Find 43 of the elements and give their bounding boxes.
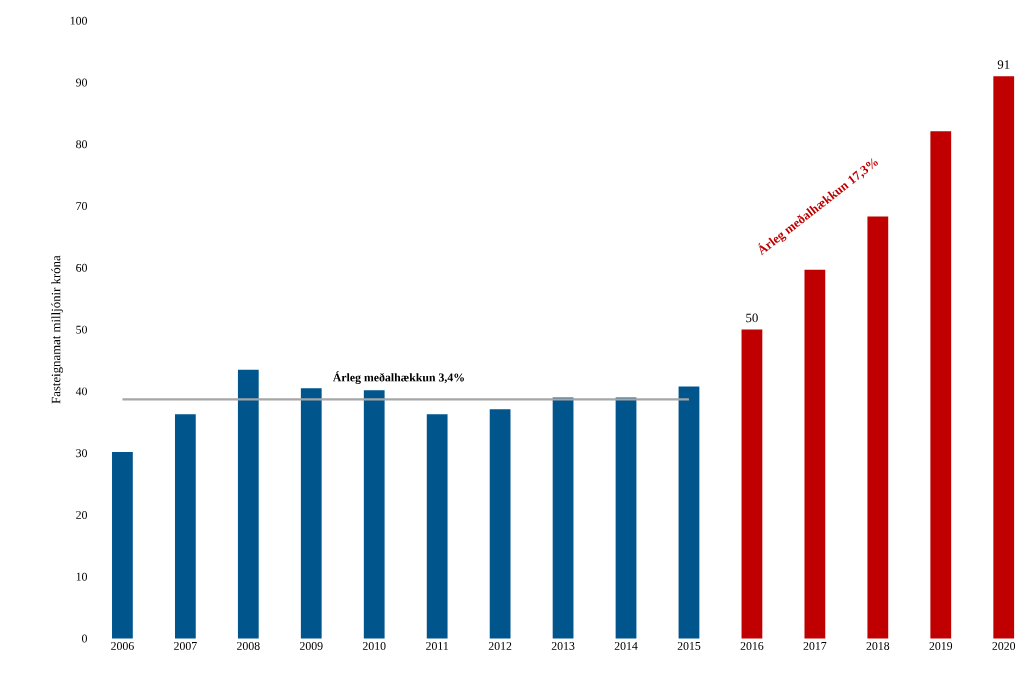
bar [741, 329, 763, 639]
data-label: 91 [997, 60, 1010, 69]
bar [804, 269, 826, 639]
x-tick-label: 2009 [299, 641, 323, 650]
bar [426, 414, 448, 639]
annotation: Árleg meðalhækkun 3,4% [332, 371, 464, 384]
x-tick-label: 2014 [614, 641, 638, 650]
x-tick-label: 2019 [929, 641, 953, 650]
y-tick-label: 20 [76, 510, 87, 519]
bar [174, 414, 196, 639]
y-tick-label: 10 [76, 572, 87, 581]
y-axis-title: Fasteignamat milljónir króna [51, 255, 63, 404]
bar [112, 451, 133, 639]
y-tick-label: 30 [76, 449, 87, 458]
y-tick-label: 80 [76, 140, 87, 149]
x-tick-label: 2007 [174, 641, 197, 650]
y-tick-label: 0 [82, 634, 87, 643]
y-tick-label: 90 [76, 78, 87, 87]
bar [363, 390, 385, 639]
x-tick-label: 2017 [803, 641, 827, 650]
x-tick-label: 2015 [677, 641, 701, 650]
bar [678, 386, 700, 639]
x-tick-label: 2011 [426, 641, 449, 650]
x-tick-label: 2018 [866, 641, 890, 650]
bar [237, 369, 259, 639]
x-tick-label: 2013 [551, 641, 575, 650]
x-tick-label: 2016 [740, 641, 764, 650]
y-tick-label: 70 [76, 202, 87, 211]
bar [300, 388, 322, 639]
x-tick-label: 2006 [111, 641, 134, 650]
y-tick-label: 40 [75, 387, 87, 396]
bar [489, 409, 511, 639]
x-tick-label: 2012 [488, 641, 512, 650]
data-label: 50 [746, 313, 758, 323]
bar [993, 76, 1015, 639]
y-tick-label: 60 [76, 263, 87, 272]
bar [930, 131, 952, 639]
x-tick-label: 2008 [237, 641, 260, 650]
y-tick-label: 100 [70, 16, 87, 25]
x-tick-label: 2010 [362, 641, 386, 650]
y-tick-label: 50 [76, 325, 87, 334]
x-tick-label: 2020 [992, 641, 1016, 650]
bar [867, 216, 889, 639]
